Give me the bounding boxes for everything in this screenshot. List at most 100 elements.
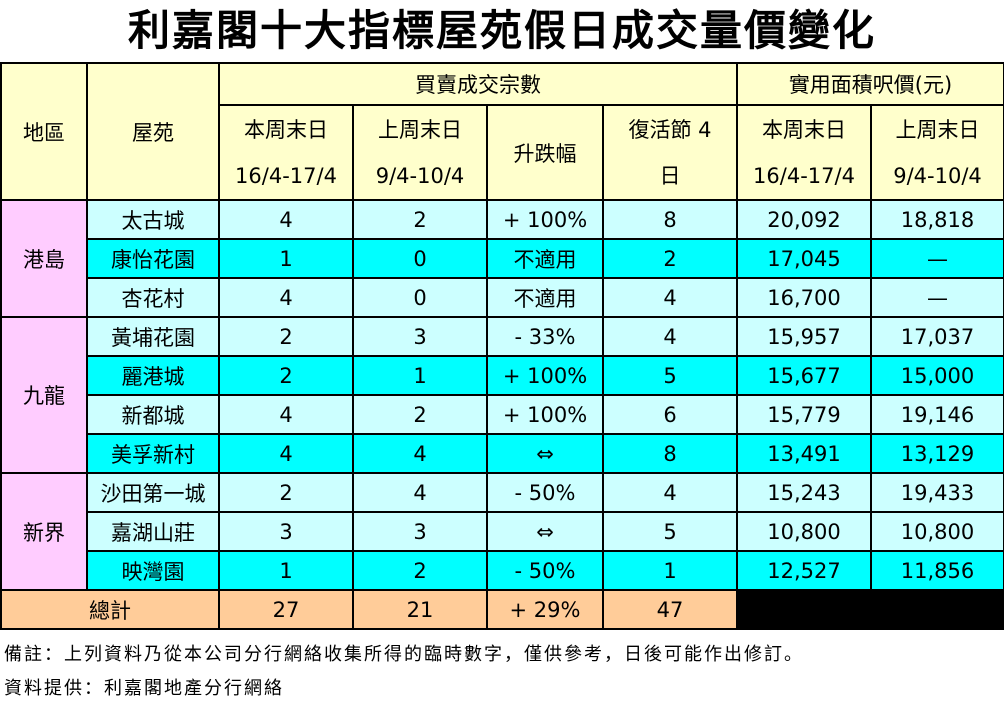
- total-easter: 47: [602, 589, 738, 630]
- easter-cell: 4: [602, 472, 738, 513]
- this-cell: 4: [218, 394, 354, 435]
- header-this-weekend: 本周末日 16/4-17/4: [218, 104, 354, 201]
- estate-cell: 美孚新村: [86, 433, 220, 474]
- last-cell: 0: [352, 277, 488, 318]
- remark-text: 備註：上列資料乃從本公司分行網絡收集所得的臨時數字，僅供參考，日後可能作出修訂。: [4, 644, 804, 665]
- price-this-cell: 13,491: [736, 433, 872, 474]
- data-table: 地區 屋苑 買賣成交宗數 實用面積呎價(元) 本周末日 16/4-17/4 上周末…: [0, 62, 1004, 630]
- region-cell: 新界: [0, 472, 88, 591]
- estate-cell: 麗港城: [86, 355, 220, 396]
- table-row: 麗港城 2 1 + 100% 5 15,677 15,000: [1, 355, 1004, 396]
- price-this-cell: 12,527: [736, 550, 872, 591]
- estate-cell: 康怡花園: [86, 238, 220, 279]
- estate-cell: 映灣園: [86, 550, 220, 591]
- last-cell: 3: [352, 511, 488, 552]
- price-this-cell: 10,800: [736, 511, 872, 552]
- easter-cell: 4: [602, 277, 738, 318]
- source-text: 資料提供：利嘉閣地產分行網絡: [4, 678, 284, 699]
- change-cell: 不適用: [486, 238, 604, 279]
- price-last-cell: 11,856: [869, 550, 1004, 591]
- change-cell: ⇔: [486, 511, 604, 552]
- price-this-cell: 15,243: [736, 472, 872, 513]
- this-cell: 1: [218, 238, 354, 279]
- change-cell: - 33%: [486, 316, 604, 357]
- estate-cell: 沙田第一城: [86, 472, 220, 513]
- change-cell: 不適用: [486, 277, 604, 318]
- this-cell: 4: [218, 199, 354, 240]
- estate-cell: 嘉湖山莊: [86, 511, 220, 552]
- change-cell: + 100%: [486, 394, 604, 435]
- change-cell: + 100%: [486, 355, 604, 396]
- header-price-this: 本周末日 16/4-17/4: [736, 104, 872, 201]
- estate-cell: 黃埔花園: [86, 316, 220, 357]
- estate-cell: 新都城: [86, 394, 220, 435]
- total-label: 總計: [0, 589, 220, 630]
- header-last-weekend: 上周末日 9/4-10/4: [352, 104, 488, 201]
- table-row: 杏花村 4 0 不適用 4 16,700 —: [1, 277, 1004, 318]
- region-cell: 港島: [0, 199, 88, 318]
- easter-cell: 5: [602, 511, 738, 552]
- this-cell: 3: [218, 511, 354, 552]
- price-this-cell: 15,779: [736, 394, 872, 435]
- header-price: 實用面積呎價(元): [735, 62, 1004, 106]
- table-row: 新都城 4 2 + 100% 6 15,779 19,146: [1, 394, 1004, 435]
- change-cell: - 50%: [486, 550, 604, 591]
- this-cell: 2: [218, 355, 354, 396]
- change-cell: ⇔: [486, 433, 604, 474]
- price-last-cell: 10,800: [869, 511, 1004, 552]
- total-last: 21: [352, 589, 488, 630]
- table-row: 新界 沙田第一城 2 4 - 50% 4 15,243 19,433: [0, 472, 1004, 591]
- price-this-cell: 15,677: [736, 355, 872, 396]
- this-cell: 4: [218, 433, 354, 474]
- easter-cell: 5: [602, 355, 738, 396]
- header-region: 地區: [0, 62, 88, 201]
- price-this-cell: 16,700: [736, 277, 872, 318]
- total-this: 27: [218, 589, 354, 630]
- notes: 備註：上列資料乃從本公司分行網絡收集所得的臨時數字，僅供參考，日後可能作出修訂。…: [4, 638, 804, 706]
- price-last-cell: 15,000: [869, 355, 1004, 396]
- price-last-cell: 17,037: [869, 316, 1004, 357]
- last-cell: 4: [352, 472, 488, 513]
- price-this-cell: 20,092: [736, 199, 872, 240]
- this-cell: 4: [218, 277, 354, 318]
- last-cell: 2: [352, 199, 488, 240]
- table-row: 嘉湖山莊 3 3 ⇔ 5 10,800 10,800: [1, 511, 1004, 552]
- table-row: 港島 太古城 4 2 + 100% 8 20,092 18,818: [0, 199, 1004, 318]
- last-cell: 0: [352, 238, 488, 279]
- easter-cell: 4: [602, 316, 738, 357]
- easter-cell: 8: [602, 199, 738, 240]
- price-this-cell: 15,957: [736, 316, 872, 357]
- total-price-blank: [735, 589, 1004, 630]
- last-cell: 2: [352, 550, 488, 591]
- price-last-cell: 19,146: [869, 394, 1004, 435]
- table-row: 康怡花園 1 0 不適用 2 17,045 —: [1, 238, 1004, 279]
- this-cell: 2: [218, 316, 354, 357]
- price-last-cell: —: [869, 238, 1004, 279]
- estate-cell: 太古城: [86, 199, 220, 240]
- total-change: + 29%: [486, 589, 604, 630]
- easter-cell: 1: [602, 550, 738, 591]
- price-last-cell: 19,433: [869, 472, 1004, 513]
- estate-cell: 杏花村: [86, 277, 220, 318]
- table-row: 美孚新村 4 4 ⇔ 8 13,491 13,129: [1, 433, 1004, 474]
- easter-cell: 8: [602, 433, 738, 474]
- last-cell: 1: [352, 355, 488, 396]
- last-cell: 3: [352, 316, 488, 357]
- header-estate: 屋苑: [86, 62, 220, 201]
- last-cell: 4: [352, 433, 488, 474]
- header-change: 升跌幅: [486, 104, 604, 201]
- region-cell: 九龍: [0, 316, 88, 474]
- change-cell: + 100%: [486, 199, 604, 240]
- this-cell: 1: [218, 550, 354, 591]
- easter-cell: 6: [602, 394, 738, 435]
- header-transactions: 買賣成交宗數: [218, 62, 738, 106]
- total-row: 總計 27 21 + 29% 47: [0, 589, 1004, 630]
- price-last-cell: 18,818: [869, 199, 1004, 240]
- header-price-last: 上周末日 9/4-10/4: [869, 104, 1004, 201]
- table-row: 九龍 黃埔花園 2 3 - 33% 4 15,957 17,037: [0, 316, 1004, 474]
- price-last-cell: 13,129: [869, 433, 1004, 474]
- easter-cell: 2: [602, 238, 738, 279]
- last-cell: 2: [352, 394, 488, 435]
- price-this-cell: 17,045: [736, 238, 872, 279]
